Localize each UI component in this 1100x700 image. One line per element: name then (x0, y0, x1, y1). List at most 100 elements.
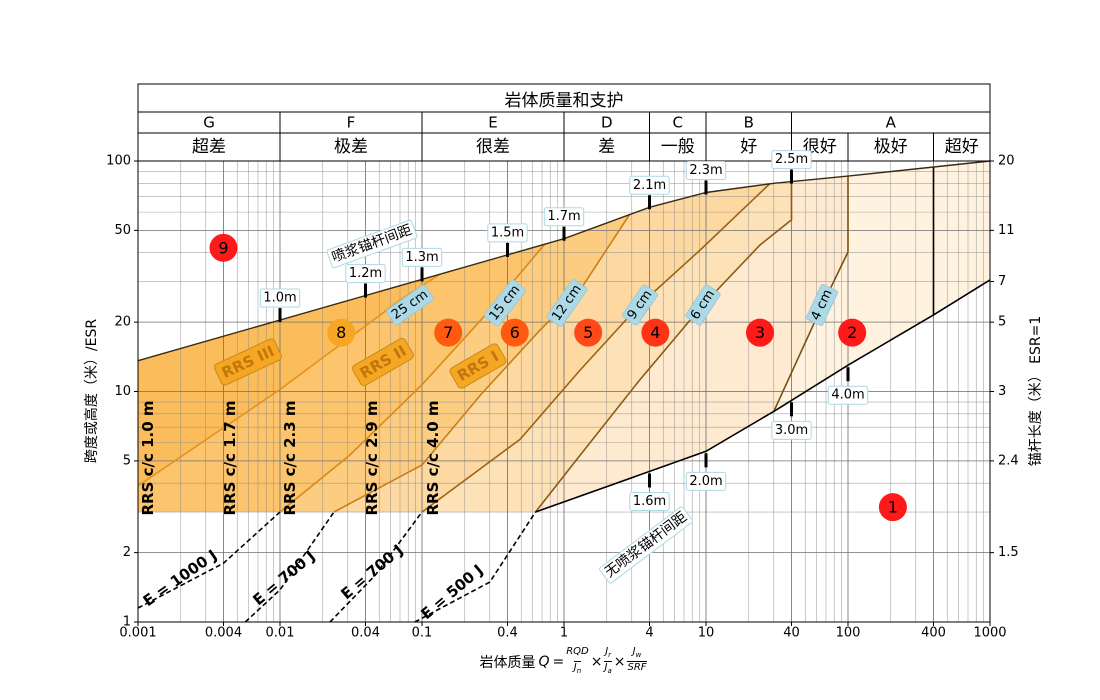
y-tick-label: 10 (114, 384, 131, 399)
y2-tick-label: 7 (998, 274, 1006, 289)
zone-label: 5 (583, 323, 593, 342)
x-tick-label: 1 (560, 626, 568, 641)
energy-label-group: E = 500 J (417, 561, 486, 623)
x-tick-label: 0.01 (266, 626, 295, 641)
bolt-label-group: 1.6m (629, 491, 670, 511)
rrs-spacing-label: RRS c/c 4.0 m (424, 400, 442, 515)
bolt-label-box (487, 223, 528, 243)
num-sub: r (608, 651, 612, 659)
energy-label: E = 500 J (417, 561, 486, 623)
bolt-label-group: 1.2m (345, 264, 386, 284)
bolt-label-group: 2.1m (629, 175, 670, 195)
class-letter: C (673, 114, 683, 132)
bolt-label: 1.2m (349, 266, 382, 281)
zone-label: 7 (443, 323, 453, 342)
x-tick-label: 0.1 (412, 626, 433, 641)
zone-label: 9 (218, 238, 228, 257)
energy-label-group: E = 700 J (249, 547, 318, 609)
zone-marker (641, 318, 670, 347)
bolt-label-group: 4.0m (827, 385, 869, 405)
spacing-label-box (685, 284, 721, 326)
rrs-label-box (214, 338, 282, 386)
rrs-spacing-label-group: RRS c/c 2.3 m (281, 400, 299, 515)
zone-marker (500, 318, 529, 347)
bolt-label-group: 2.3m (685, 161, 727, 181)
bolt-label-box (345, 264, 386, 284)
rrs-spacing-label: RRS c/c 2.3 m (281, 400, 299, 515)
fraction: RQD Jn (566, 646, 589, 677)
bolt-label: 4.0m (831, 388, 864, 403)
zone-label: 1 (888, 498, 898, 517)
y-tick-label: 100 (106, 154, 131, 169)
bolt-label-box (259, 288, 301, 308)
zone-label: 6 (510, 323, 520, 342)
x-tick-label: 400 (921, 626, 946, 641)
curve-label-box (599, 506, 693, 584)
bolt-label: 2.0m (689, 474, 722, 489)
x-label-times: × (590, 653, 603, 670)
class-name: 差 (598, 137, 615, 157)
zone-label: 2 (847, 323, 857, 342)
x-label-equals: = (552, 653, 565, 670)
x-tick-label: 40 (783, 626, 800, 641)
x-label-text: 岩体质量 (479, 654, 536, 671)
den-base: J (604, 662, 608, 673)
y2-tick-label: 3 (998, 384, 1006, 399)
rrs-spacing-label-group: RRS c/c 1.0 m (139, 400, 157, 515)
bolt-label-group: 1.3m (401, 247, 443, 267)
denominator: Ja (604, 661, 612, 677)
bolt-label-box (401, 247, 443, 267)
x-tick-label: 0.4 (497, 626, 518, 641)
class-letter: E (488, 114, 497, 132)
energy-label: E = 1000 J (140, 546, 221, 610)
y2-tick-label: 5 (998, 315, 1006, 330)
energy-line (329, 511, 423, 623)
y-tick-label: 50 (114, 223, 131, 238)
bolt-label-group: 3.0m (771, 420, 812, 440)
bolt-label-box (629, 491, 670, 511)
bolt-label-group: 2.0m (685, 471, 727, 491)
bolt-label-box (685, 161, 727, 181)
zone-marker (209, 233, 238, 262)
class-name: 好 (740, 137, 757, 157)
x-tick-label: 0.001 (119, 626, 156, 641)
class-name: 很差 (476, 137, 510, 157)
class-name: 极好 (874, 137, 908, 157)
curve-label-box (326, 219, 418, 269)
bolt-label: 2.5m (775, 152, 808, 167)
curve-label-group: 无喷浆锚杆间距 (599, 506, 693, 584)
x-label-times: × (613, 653, 626, 670)
zone-fill (138, 274, 440, 512)
class-letter: B (744, 114, 754, 132)
x-tick-label: 0.04 (351, 626, 380, 641)
zone-marker (838, 318, 867, 347)
y-tick-label: 2 (123, 545, 131, 560)
bolt-label-box (771, 420, 812, 440)
bolt-label: 1.3m (405, 250, 438, 265)
energy-label: E = 700 J (249, 547, 318, 609)
bolt-label-group: 2.5m (771, 150, 812, 170)
zone-marker (327, 318, 356, 347)
curve-label: 喷浆锚杆间距 (330, 222, 414, 266)
rrs-spacing-label: RRS c/c 2.9 m (363, 400, 381, 515)
bolt-label-box (771, 150, 812, 170)
class-name: 超差 (192, 137, 226, 157)
numerator: RQD (566, 646, 589, 661)
y2-tick-label: 1.5 (998, 545, 1019, 560)
y-tick-label: 20 (114, 315, 131, 330)
zone-fill (138, 244, 545, 513)
bolt-label-box (827, 385, 869, 405)
bolt-label: 1.0m (263, 291, 296, 306)
energy-line (414, 511, 537, 623)
y2-tick-label: 20 (998, 154, 1015, 169)
zone-label: 8 (336, 323, 346, 342)
support-curve (773, 176, 849, 412)
y-axis-label: 跨度或高度（米）/ESR (83, 319, 100, 463)
fraction: Jr Ja (604, 646, 612, 677)
x-tick-label: 100 (836, 626, 861, 641)
den-base: SRF (627, 662, 647, 673)
den-sub: a (607, 667, 612, 675)
header-title: 岩体质量和支护 (505, 91, 624, 111)
rrs-spacing-label: RRS c/c 1.0 m (139, 400, 157, 515)
